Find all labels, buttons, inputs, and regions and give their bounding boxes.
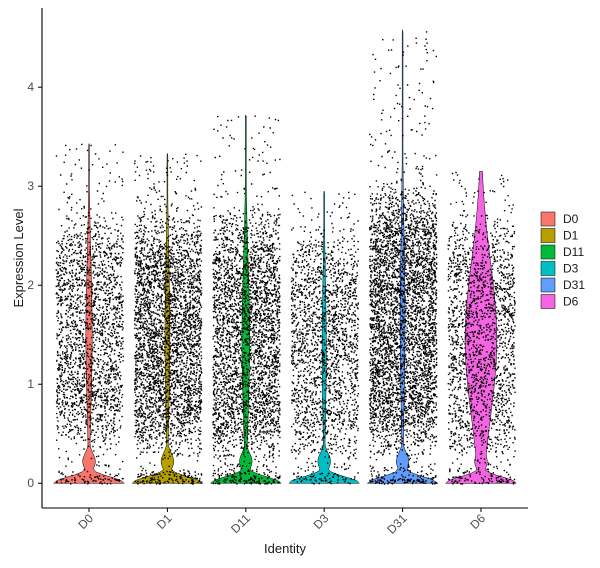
plot-area <box>53 29 517 485</box>
violin-group-D0 <box>53 143 125 485</box>
x-tick-label-D6: D6 <box>467 511 488 532</box>
x-tick-label-D0: D0 <box>75 511 96 532</box>
legend-label-D31: D31 <box>563 278 585 292</box>
violin-group-D1 <box>131 153 204 485</box>
points-D0 <box>55 143 124 485</box>
x-tick-label-D1: D1 <box>154 511 175 532</box>
points-D1 <box>133 153 203 485</box>
violin-group-D11 <box>209 114 282 485</box>
points-D31 <box>369 31 438 485</box>
x-tick-label-D11: D11 <box>228 511 253 536</box>
x-tick-label-D3: D3 <box>311 511 332 532</box>
legend-label-D0: D0 <box>563 212 579 226</box>
y-tick-label-1: 1 <box>27 377 34 391</box>
violin-group-D3 <box>288 190 361 485</box>
violin-group-D6 <box>445 171 517 485</box>
y-ticks: 0 1 2 3 4 <box>27 80 42 490</box>
x-tick-label-D31: D31 <box>384 511 410 537</box>
legend-swatch-D6 <box>540 294 556 309</box>
x-axis-title: Identity <box>264 541 306 556</box>
x-ticks: D0 D1 D11 D3 D31 D6 <box>75 508 488 537</box>
legend-swatch-D31 <box>540 277 556 293</box>
y-tick-label-3: 3 <box>27 179 34 193</box>
points-D11 <box>212 115 281 485</box>
violin-D0 <box>53 143 125 484</box>
y-axis-title: Expression Level <box>11 208 26 307</box>
legend-label-D11: D11 <box>563 245 584 259</box>
legend-swatch-D11 <box>540 244 556 260</box>
legend-swatch-D3 <box>540 261 556 276</box>
points-D3 <box>290 191 360 485</box>
legend-swatch-D1 <box>540 228 556 243</box>
legend-label-D1: D1 <box>563 229 579 243</box>
legend-swatch-D0 <box>540 211 556 227</box>
legend-label-D6: D6 <box>563 295 579 309</box>
y-tick-label-0: 0 <box>27 476 34 490</box>
y-tick-label-4: 4 <box>27 80 34 94</box>
legend: D0 D1 D11 D3 D31 D6 <box>540 211 585 309</box>
legend-label-D3: D3 <box>563 262 579 276</box>
y-tick-label-2: 2 <box>27 278 34 292</box>
violin-group-D31 <box>366 29 439 485</box>
